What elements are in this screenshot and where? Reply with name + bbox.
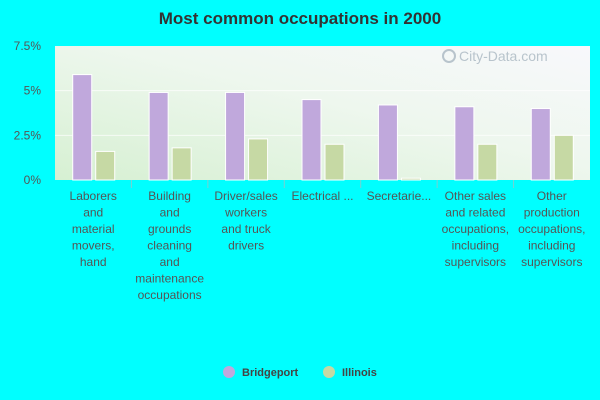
y-tick-label: 7.5% bbox=[14, 39, 42, 53]
legend-label-bridgeport: Bridgeport bbox=[242, 367, 299, 379]
bar-illinois-6 bbox=[553, 134, 574, 181]
y-tick-label: 2.5% bbox=[14, 128, 42, 142]
bar-bridgeport-2 bbox=[225, 91, 246, 181]
bar-bridgeport-4 bbox=[377, 104, 398, 181]
y-tick-label: 5% bbox=[24, 84, 42, 98]
legend-label-illinois: Illinois bbox=[342, 367, 377, 379]
x-category-label: Electrical ... bbox=[291, 189, 353, 203]
legend-swatch-bridgeport bbox=[223, 366, 235, 378]
bar-illinois-3 bbox=[324, 143, 345, 181]
x-category-label: Secretarie... bbox=[367, 189, 432, 203]
y-tick-label: 0% bbox=[24, 173, 42, 187]
bar-bridgeport-6 bbox=[530, 108, 551, 181]
x-category-label: Other sales and related occupations, includ… bbox=[442, 189, 509, 269]
bar-bridgeport-5 bbox=[454, 106, 475, 181]
x-category-label: Other production occupations, including supe… bbox=[518, 189, 585, 269]
x-category-label: Laborers and material movers, hand bbox=[70, 189, 117, 269]
bar-illinois-4 bbox=[400, 177, 421, 181]
bar-bridgeport-1 bbox=[148, 91, 169, 181]
bar-illinois-1 bbox=[171, 147, 192, 181]
watermark-icon bbox=[442, 49, 456, 63]
bar-illinois-5 bbox=[477, 143, 498, 181]
plot-area bbox=[55, 46, 590, 180]
bar-bridgeport-0 bbox=[72, 74, 93, 181]
watermark-text: City-Data.com bbox=[459, 48, 548, 64]
bar-bridgeport-3 bbox=[301, 99, 322, 181]
bar-illinois-0 bbox=[95, 150, 116, 181]
legend-swatch-illinois bbox=[323, 366, 335, 378]
x-category-label: Building and grounds cleaning and maintenance… bbox=[135, 189, 204, 302]
bar-illinois-2 bbox=[248, 138, 269, 181]
chart-title: Most common occupations in 2000 bbox=[159, 9, 441, 28]
watermark: City-Data.com bbox=[442, 48, 548, 64]
x-category-label: Driver/sales workers and truck drivers bbox=[214, 189, 277, 253]
